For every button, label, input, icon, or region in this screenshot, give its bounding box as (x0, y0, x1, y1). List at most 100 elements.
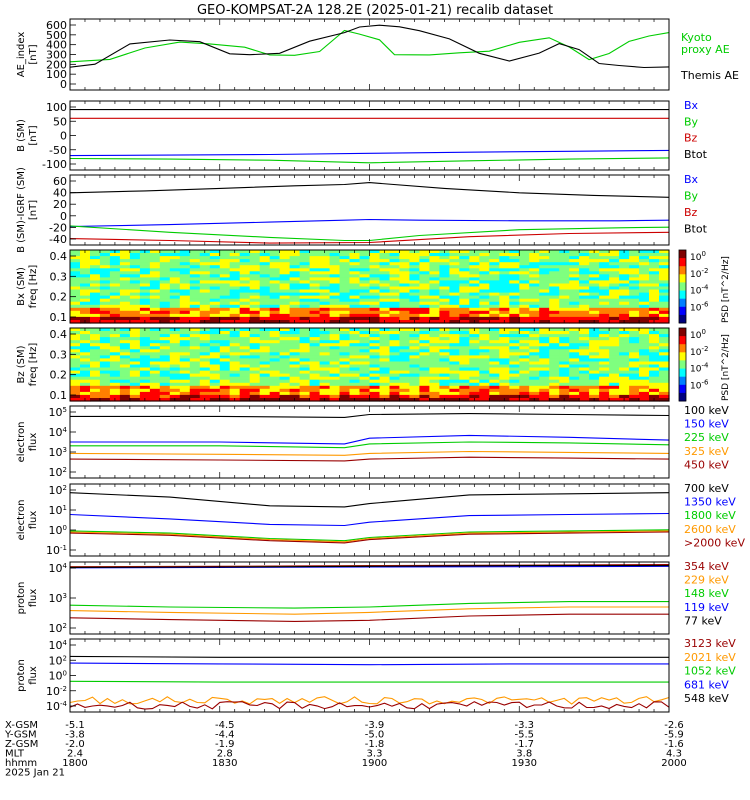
heatmap-cell (189, 250, 201, 254)
heatmap-cell (259, 286, 271, 291)
heatmap-cell (539, 340, 550, 344)
heatmap-cell (639, 274, 650, 278)
heatmap-cell (309, 361, 321, 366)
heatmap-cell (379, 289, 391, 294)
heatmap-cell (109, 349, 121, 353)
heatmap-cell (90, 382, 101, 387)
heatmap-cell (549, 259, 560, 263)
heatmap-cell (579, 298, 590, 303)
heatmap-cell (139, 376, 151, 381)
heatmap-cell (329, 394, 341, 399)
heatmap-cell (379, 256, 391, 260)
heatmap-cell (419, 292, 430, 297)
heatmap-cell (169, 367, 181, 372)
heatmap-cell (169, 253, 181, 257)
series-line-548-kev (69, 655, 669, 658)
heatmap-cell (99, 343, 111, 347)
heatmap-cell (299, 301, 311, 306)
heatmap-cell (619, 295, 630, 300)
heatmap-cell (509, 295, 520, 300)
heatmap-cell (169, 286, 181, 291)
heatmap-cell (99, 358, 111, 362)
y-axis-label: flux (28, 589, 39, 608)
heatmap-cell (80, 268, 91, 272)
heatmap-cell (80, 253, 91, 257)
heatmap-cell (629, 283, 640, 288)
ephemeris-cell: 1930 (512, 758, 537, 769)
heatmap-cell (359, 382, 371, 387)
heatmap-cell (179, 320, 191, 324)
heatmap-cell (319, 352, 331, 356)
heatmap-cell (70, 316, 81, 321)
heatmap-cell (559, 256, 570, 260)
heatmap-cell (289, 346, 301, 350)
y-tick-label: 60 (53, 175, 67, 188)
heatmap-cell (169, 283, 181, 288)
heatmap-cell (419, 295, 430, 300)
heatmap-cell (489, 313, 500, 318)
heatmap-cell (259, 340, 271, 344)
heatmap-cell (429, 304, 440, 309)
heatmap-cell (519, 337, 530, 341)
heatmap-cell (579, 289, 590, 294)
heatmap-cell (229, 394, 241, 399)
heatmap-cell (309, 280, 321, 284)
series-line-1052-kev (69, 680, 669, 683)
heatmap-cell (219, 398, 231, 402)
heatmap-cell (459, 298, 470, 303)
y-axis-label: flux (28, 433, 39, 452)
colorbar-swatch (679, 360, 686, 369)
heatmap-cell (629, 286, 640, 291)
y-axis-label: flux (28, 511, 39, 530)
heatmap-cell (209, 316, 221, 321)
series-line-1800-kev (69, 529, 670, 542)
heatmap-cell (339, 385, 351, 390)
heatmap-cell (549, 382, 560, 387)
heatmap-cell (309, 391, 321, 396)
heatmap-cell (459, 355, 470, 359)
y-axis-label: freq [Hz] (28, 265, 39, 309)
heatmap-cell (90, 286, 101, 291)
heatmap-cell (599, 358, 610, 362)
heatmap-cell (599, 364, 610, 369)
heatmap-cell (149, 268, 161, 272)
heatmap-cell (579, 388, 590, 393)
heatmap-cell (159, 289, 171, 294)
heatmap-cell (469, 313, 480, 318)
heatmap-cell (419, 256, 430, 260)
legend-label: 150 keV (684, 418, 729, 431)
heatmap-cell (409, 274, 420, 278)
heatmap-cell (249, 250, 261, 254)
heatmap-cell (489, 382, 500, 387)
heatmap-cell (309, 304, 321, 309)
heatmap-cell (329, 361, 341, 366)
heatmap-cell (289, 385, 301, 390)
heatmap-cell (579, 277, 590, 281)
heatmap-cell (469, 298, 480, 303)
heatmap-cell (569, 280, 580, 284)
heatmap-cell (509, 398, 520, 402)
heatmap-cell (289, 277, 301, 281)
heatmap-cell (499, 391, 510, 396)
heatmap-cell (529, 265, 540, 269)
heatmap-cell (209, 355, 221, 359)
heatmap-cell (159, 382, 171, 387)
heatmap-cell (509, 320, 520, 324)
heatmap-cell (579, 370, 590, 375)
heatmap-cell (219, 301, 231, 306)
heatmap-cell (269, 286, 281, 291)
heatmap-cell (329, 271, 341, 275)
heatmap-cell (569, 307, 580, 312)
heatmap-cell (449, 253, 460, 257)
heatmap-cell (169, 295, 181, 300)
heatmap-cell (499, 262, 510, 266)
heatmap-cell (409, 262, 420, 266)
heatmap-cell (599, 253, 610, 257)
heatmap-cell (429, 388, 440, 393)
heatmap-cell (399, 271, 410, 275)
heatmap-cell (90, 259, 101, 263)
heatmap-cell (379, 283, 391, 288)
heatmap-cell (259, 370, 271, 375)
heatmap-cell (569, 340, 580, 344)
ephemeris-row-label: MLT (5, 749, 25, 760)
